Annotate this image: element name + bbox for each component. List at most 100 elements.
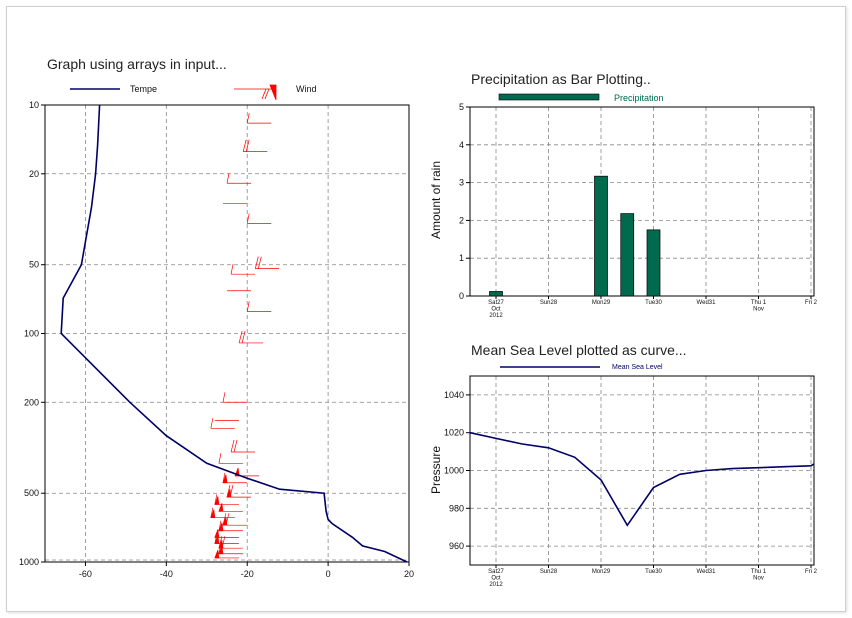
- profile-xtick-label: -40: [160, 569, 173, 579]
- wind-barb: [214, 533, 239, 544]
- precip-bar: [594, 175, 608, 297]
- wind-barb: [230, 439, 256, 453]
- precip-plot: 0 1 2 3 4 5 Sat27 Oct 2012 Sun28 Mon29 Tue30 Wed31 Th…: [459, 102, 818, 319]
- profile-title: Graph using arrays in input...: [47, 56, 227, 72]
- wind-barb-feather: [222, 392, 226, 403]
- profile-ytick-label: 100: [24, 329, 39, 339]
- wind-barb-feather: [246, 213, 250, 224]
- msl-xtick-label: Wed31: [697, 569, 717, 575]
- wind-barb: [222, 392, 247, 403]
- wind-barb: [254, 256, 280, 269]
- precip-ytick-label: 0: [459, 291, 464, 301]
- msl-xtick-label: Fri 2: [805, 569, 818, 575]
- wind-barb-pennant: [214, 535, 220, 544]
- wind-barb-feather: [241, 330, 246, 344]
- wind-barb: [246, 113, 272, 124]
- wind-barb: [214, 549, 239, 559]
- wind-barb-feather: [230, 264, 234, 275]
- wind-barb-pennant: [222, 517, 228, 526]
- profile-frame: [44, 104, 410, 563]
- profile-xtick-label: -60: [79, 569, 92, 579]
- precip-legend-label: Precipitation: [614, 93, 664, 103]
- msl-title: Mean Sea Level plotted as curve...: [471, 342, 687, 358]
- precip-bar: [646, 229, 661, 297]
- wind-barb-feather: [218, 453, 222, 464]
- precip-xtick-label: Wed31: [697, 300, 717, 306]
- precip-ytick-label: 2: [459, 215, 464, 225]
- wind-barb-pennant: [218, 522, 224, 532]
- profile-plot: -60 -40 -20 0 20 10 20 50 100 200 500 1000: [19, 100, 414, 579]
- profile-ytick-label: 500: [24, 488, 39, 498]
- profile-ytick-label: 1000: [19, 557, 39, 567]
- msl-plot: 960 980 1000 1020 1040 Sat27 Oct 2012 Sun28 Mon29…: [444, 375, 818, 588]
- wind-barb-feather: [233, 439, 238, 453]
- wind-barb: [230, 264, 256, 275]
- profile-legend-tempe: Tempe: [130, 84, 157, 94]
- wind-barb-pennant: [210, 509, 216, 519]
- wind-barb-feather: [242, 139, 247, 152]
- precip-xtick-label: Sat27 Oct 2012: [488, 300, 504, 319]
- wind-barb-pennant: [218, 545, 224, 555]
- wind-barb: [222, 472, 247, 484]
- precip-ytick-label: 1: [459, 253, 464, 263]
- precip-title: Precipitation as Bar Plotting..: [471, 71, 651, 87]
- wind-barb: [242, 139, 268, 152]
- profile-ytick-label: 20: [29, 169, 39, 179]
- msl-ytick-label: 1000: [444, 466, 464, 476]
- wind-barb-pennant: [226, 488, 232, 498]
- msl-xtick-label: Tue30: [645, 569, 662, 575]
- msl-ytick-label: 960: [449, 541, 464, 551]
- profile-ytick-label: 50: [29, 260, 39, 270]
- wind-barb: [226, 173, 251, 184]
- wind-barb-feather: [210, 418, 214, 429]
- profile-ytick-label: 10: [29, 100, 39, 110]
- wind-barb: [210, 507, 235, 519]
- precip-xtick-label: Fri 2: [805, 300, 818, 306]
- msl-ytick-label: 1020: [444, 428, 464, 438]
- wind-barb-feather: [226, 173, 230, 184]
- msl-xtick-label: Sat27 Oct 2012: [488, 569, 504, 588]
- profile-legend-wind: Wind: [296, 84, 317, 94]
- precip-ytick-label: 4: [459, 140, 464, 150]
- profile-legend-wind-swatch: [234, 84, 277, 101]
- msl-ytick-label: 980: [449, 503, 464, 513]
- precip-ytick-label: 5: [459, 102, 464, 112]
- wind-barb-pennant: [214, 496, 220, 505]
- wind-barb-pennant: [214, 549, 220, 559]
- precip-xtick-label: Thu 1 Nov: [751, 300, 767, 313]
- wind-barb: [210, 418, 235, 429]
- msl-xtick-label: Sun28: [540, 569, 558, 575]
- wind-barb-feather: [246, 113, 250, 124]
- profile-series-tempe: [60, 104, 408, 563]
- msl-xtick-label: Thu 1 Nov: [751, 569, 767, 582]
- msl-ylabel: Pressure: [429, 446, 443, 494]
- msl-legend-label: Mean Sea Level: [612, 364, 663, 371]
- precip-bar: [620, 213, 635, 297]
- wind-barb-feather: [230, 439, 235, 453]
- precip-bar: [489, 291, 503, 297]
- wind-barb: [218, 543, 243, 555]
- profile-ytick-label: 200: [24, 397, 39, 407]
- precip-xtick-label: Mon29: [592, 300, 611, 306]
- wind-barb: [218, 503, 243, 512]
- profile-xtick-label: 20: [404, 569, 414, 579]
- wind-barb-feather: [238, 330, 243, 344]
- wind-barb-feather: [245, 139, 250, 152]
- profile-xtick-label: -20: [241, 569, 254, 579]
- wind-barb-pennant: [222, 474, 228, 484]
- profile-xtick-label: 0: [326, 569, 331, 579]
- wind-barb: [218, 453, 243, 464]
- precip-frame: [469, 106, 815, 297]
- wind-barb: [246, 301, 272, 312]
- msl-series-line: [469, 431, 815, 527]
- wind-barb: [238, 330, 264, 344]
- wind-barb-feather: [246, 301, 250, 312]
- precip-ylabel: Amount of rain: [429, 161, 443, 239]
- wind-barb: [226, 485, 251, 498]
- wind-barb: [222, 513, 247, 526]
- msl-xtick-label: Mon29: [592, 569, 611, 575]
- precip-xtick-label: Sun28: [540, 300, 558, 306]
- wind-barb: [218, 520, 243, 532]
- wind-barb: [214, 494, 239, 505]
